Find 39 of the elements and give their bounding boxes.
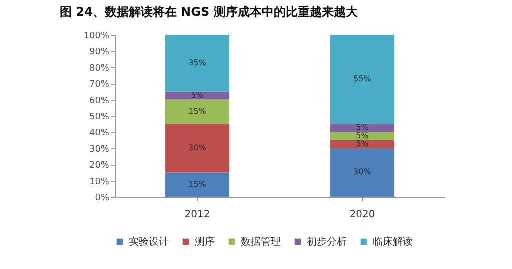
y-tick-label: 0% xyxy=(95,194,110,204)
data-label: 15% xyxy=(188,180,207,189)
data-label: 5% xyxy=(356,139,370,148)
y-tick-label: 60% xyxy=(89,96,110,106)
bar xyxy=(330,140,394,148)
y-tick-label: 10% xyxy=(89,177,110,188)
legend-label: 数据管理 xyxy=(241,236,281,248)
bar xyxy=(330,132,394,140)
data-label: 5% xyxy=(356,131,370,140)
bar xyxy=(166,35,230,92)
data-label: 5% xyxy=(356,123,370,132)
x-tick-label: 2020 xyxy=(350,210,376,220)
y-tick-label: 90% xyxy=(89,48,110,58)
legend-label: 初步分析 xyxy=(307,236,347,248)
bar xyxy=(330,148,394,197)
legend-label: 测序 xyxy=(195,236,215,248)
bar xyxy=(166,124,230,173)
y-tick-label: 100% xyxy=(84,32,110,42)
bar xyxy=(166,100,230,124)
legend-label: 实验设计 xyxy=(129,236,169,248)
data-label: 15% xyxy=(188,106,207,116)
y-tick-label: 80% xyxy=(89,64,110,74)
y-tick-label: 30% xyxy=(89,144,110,155)
y-tick-label: 40% xyxy=(89,128,110,139)
data-label: 55% xyxy=(354,74,372,84)
chart-title: 图 24、数据解读将在 NGS 测序成本中的比重越来越大 xyxy=(60,5,359,19)
data-label: 5% xyxy=(191,90,204,100)
x-tick-label: 2012 xyxy=(184,210,210,220)
data-label: 30% xyxy=(188,143,207,152)
y-tick-label: 70% xyxy=(89,80,110,90)
bar xyxy=(166,92,230,100)
bar xyxy=(166,172,230,197)
bar xyxy=(330,124,394,132)
y-tick-label: 50% xyxy=(89,112,110,122)
y-tick-label: 20% xyxy=(89,161,110,172)
data-label: 30% xyxy=(354,168,372,177)
legend-label: 临床解读 xyxy=(373,236,413,248)
bar xyxy=(330,35,394,124)
data-label: 35% xyxy=(188,58,207,68)
